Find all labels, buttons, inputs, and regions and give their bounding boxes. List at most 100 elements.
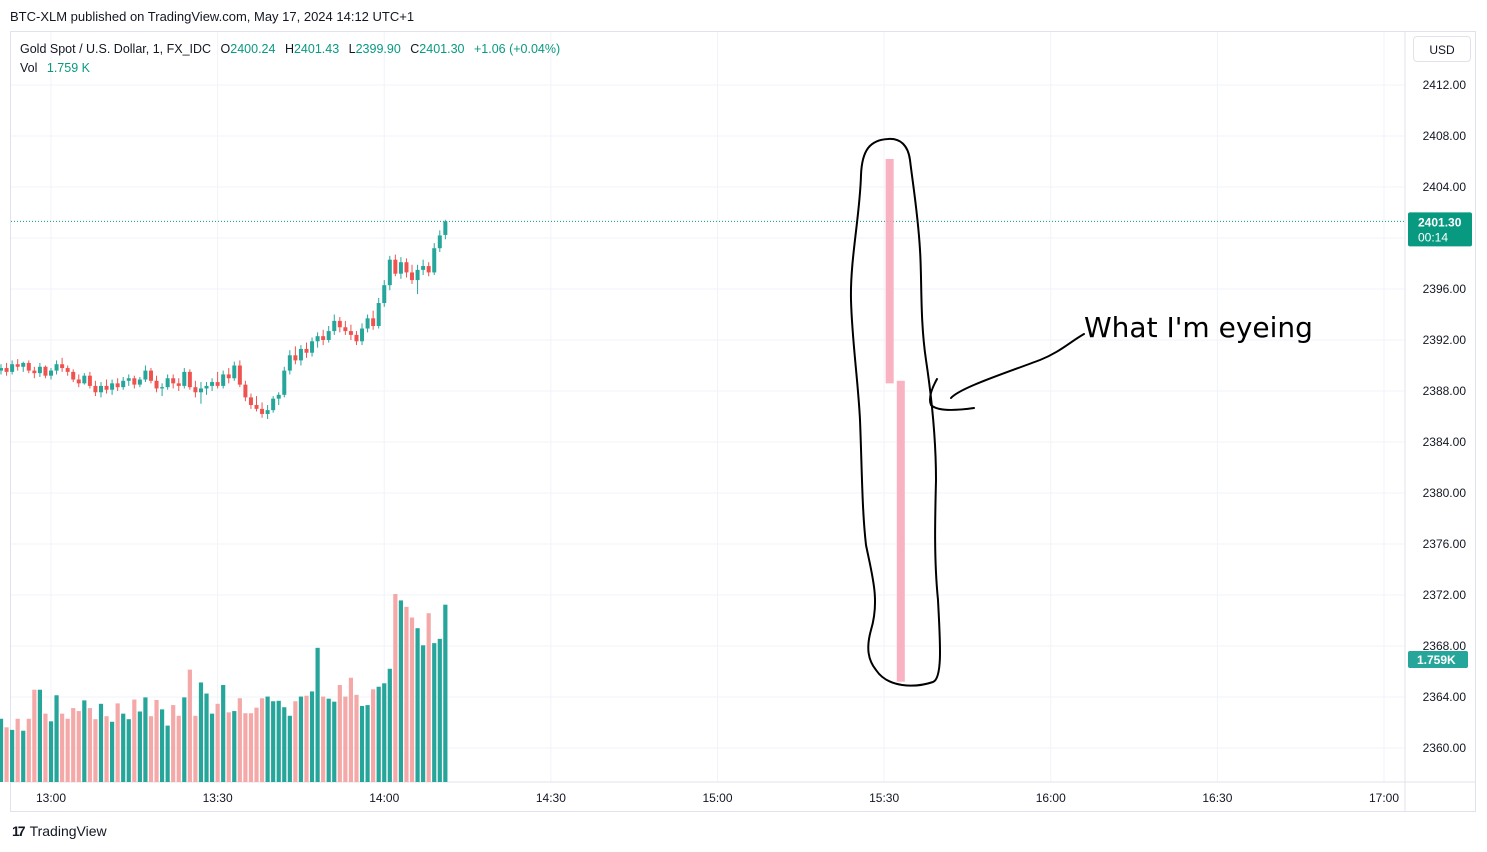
volume-bar <box>348 677 354 782</box>
chart-legend: Gold Spot / U.S. Dollar, 1, FX_IDC O2400… <box>20 40 560 78</box>
time-tick-label: 16:30 <box>1202 791 1232 805</box>
time-tick-label: 16:00 <box>1036 791 1066 805</box>
volume-bar <box>332 701 337 782</box>
candle-body <box>154 380 159 389</box>
volume-bar <box>171 705 176 782</box>
legend-close-label: C <box>410 42 420 56</box>
volume-bar <box>15 718 20 782</box>
volume-bar <box>248 713 254 782</box>
volume-bar <box>148 716 154 782</box>
drawn-rectangles <box>885 158 905 682</box>
price-tick-label: 2392.00 <box>1423 333 1467 347</box>
volume-bar <box>71 708 76 782</box>
candle-body <box>176 383 181 386</box>
volume-bar <box>343 696 348 782</box>
volume-bar <box>98 703 104 782</box>
tradingview-logo-icon: 17 <box>12 823 26 839</box>
candle-body <box>426 266 431 273</box>
volume-bar <box>398 600 404 782</box>
candle-body <box>226 374 231 379</box>
candle-body <box>165 378 170 388</box>
volume-bar <box>132 699 137 782</box>
candle-body <box>332 320 337 332</box>
candle-body <box>171 378 176 384</box>
volume-bar <box>26 718 31 782</box>
legend-low-label: L <box>348 42 356 56</box>
candle-body <box>60 364 65 369</box>
candle-body <box>160 387 165 389</box>
candle-body <box>54 364 59 371</box>
candle-body <box>260 408 265 414</box>
candle-body <box>248 397 253 406</box>
price-tick-label: 2404.00 <box>1423 180 1467 194</box>
volume-bar <box>182 697 187 782</box>
candle-body <box>71 371 76 380</box>
volume-bar <box>437 638 442 782</box>
volume-bar <box>243 713 248 782</box>
legend-open-label: O <box>220 42 231 56</box>
candle-body <box>43 366 48 376</box>
candle-body <box>10 364 15 372</box>
candle-body <box>365 318 370 329</box>
volume-bar <box>37 689 42 782</box>
candle-body <box>193 387 198 393</box>
chart-grid <box>11 32 1476 812</box>
freehand-annotation: What I'm eyeing <box>849 137 1313 687</box>
candle-body <box>271 398 276 411</box>
volume-bar <box>154 699 159 782</box>
volume-bar <box>387 668 392 782</box>
volume-bar <box>109 721 115 782</box>
publish-header: BTC-XLM published on TradingView.com, Ma… <box>10 9 415 24</box>
candle-body <box>354 334 359 342</box>
candle-body <box>221 374 226 386</box>
volume-bar <box>87 708 92 782</box>
candle-body <box>287 355 292 371</box>
volume-bar <box>271 701 276 782</box>
price-tick-label: 2384.00 <box>1423 435 1467 449</box>
candle-body <box>26 362 31 371</box>
last-price-countdown: 00:14 <box>1418 230 1448 244</box>
candle-body <box>382 285 387 304</box>
price-tick-label: 2408.00 <box>1423 129 1467 143</box>
chart-frame[interactable] <box>10 31 1476 812</box>
volume-bar <box>48 721 54 782</box>
time-tick-label: 15:30 <box>869 791 899 805</box>
candle-body <box>310 341 315 353</box>
legend-low-value: 2399.90 <box>355 42 401 56</box>
volume-bar <box>432 643 437 782</box>
freehand-circle <box>849 137 941 687</box>
volume-bar <box>21 730 26 782</box>
price-tick-label: 2396.00 <box>1423 282 1467 296</box>
volume-bar <box>365 705 370 782</box>
volume-bar <box>121 713 126 782</box>
volume-bar <box>293 701 298 782</box>
volume-bar <box>93 719 98 782</box>
volume-bar <box>165 725 170 782</box>
volume-bar <box>221 685 226 782</box>
candle-body <box>432 248 437 273</box>
volume-bar <box>426 613 431 782</box>
volume-bar <box>265 696 270 782</box>
candle-body <box>215 382 220 386</box>
candle-body <box>393 259 398 274</box>
volume-bar <box>198 682 204 782</box>
footer-brand[interactable]: 17 TradingView <box>12 823 107 839</box>
volume-bar <box>376 686 381 782</box>
candle-body <box>398 262 403 274</box>
volume-bar <box>404 606 409 782</box>
volume-bar <box>321 696 326 782</box>
volume-bar <box>193 715 198 782</box>
volume-bar <box>215 703 220 782</box>
price-tick-label: 2372.00 <box>1423 588 1467 602</box>
drawn-bar <box>885 158 894 384</box>
currency-button[interactable]: USD <box>1413 36 1471 62</box>
legend-close-value: 2401.30 <box>419 42 465 56</box>
volume-bars <box>0 594 448 782</box>
volume-bar <box>409 617 415 782</box>
candle-body <box>187 371 192 388</box>
volume-bar <box>337 685 342 782</box>
price-tick-label: 2380.00 <box>1423 486 1467 500</box>
volume-bar <box>126 719 131 782</box>
